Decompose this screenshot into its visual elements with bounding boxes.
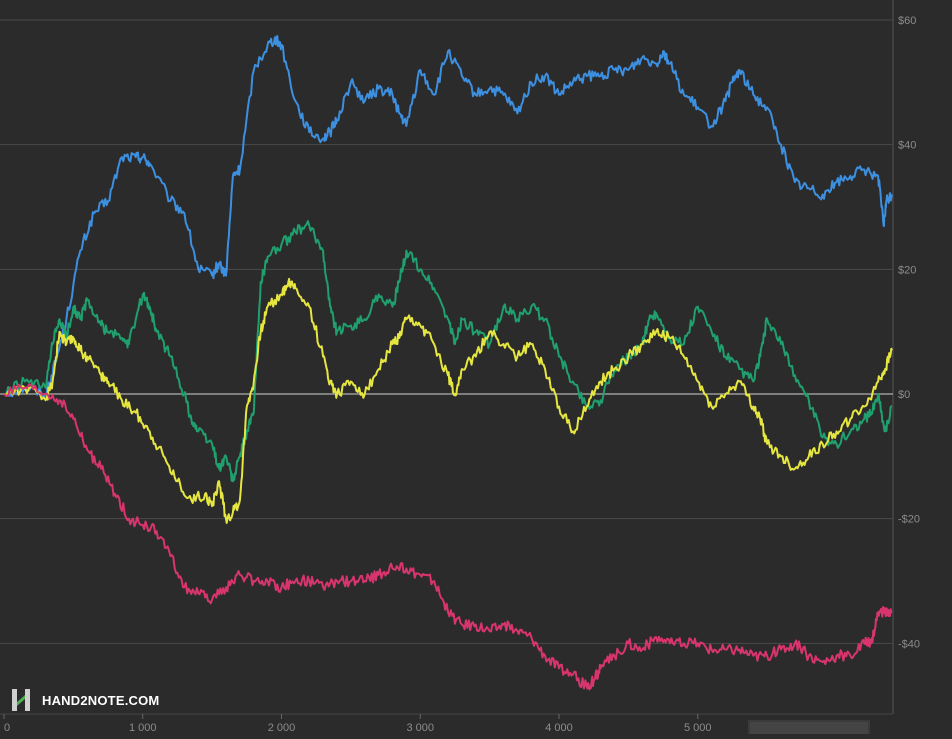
x-axis: 0 1 000 2 000 3 000 4 000 5 000: [0, 713, 893, 734]
series-line-3: [3, 277, 893, 524]
y-tick-label: -$20: [898, 514, 920, 526]
series-line-2: [3, 220, 893, 483]
scroll-bar[interactable]: [748, 720, 870, 734]
y-tick-label: $0: [898, 389, 910, 401]
series-line-1: [3, 35, 893, 400]
scroll-thumb[interactable]: [750, 722, 868, 734]
y-tick-label: $40: [898, 140, 916, 152]
tick-layer: $60 $40 $20 $0 -$20 -$40: [898, 15, 920, 650]
x-tick-label: 3 000: [406, 722, 434, 734]
series-line-4: [3, 383, 893, 691]
x-tick-label: 4 000: [545, 722, 573, 734]
x-tick-label: 2 000: [268, 722, 296, 734]
x-tick-label: 5 000: [684, 722, 712, 734]
grid-layer: [0, 0, 894, 714]
h2n-logo-icon: [12, 689, 30, 711]
series-layer: [3, 35, 893, 691]
y-tick-label: -$40: [898, 638, 920, 650]
x-tick-label: 0: [4, 722, 10, 734]
x-tick-label: 1 000: [129, 722, 157, 734]
y-tick-label: $20: [898, 264, 916, 276]
brand-name: HAND2NOTE.COM: [42, 693, 159, 708]
brand-logo: HAND2NOTE.COM: [12, 689, 159, 711]
y-tick-label: $60: [898, 15, 916, 27]
